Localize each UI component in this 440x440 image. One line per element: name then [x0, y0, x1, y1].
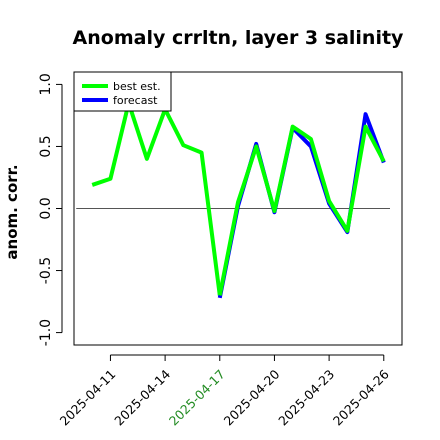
- x-tick-label: 2025-04-23: [275, 367, 337, 429]
- y-axis: -1.0 -0.5 0.0 0.5 1.0: [38, 73, 63, 346]
- legend-label-best-est: best est.: [113, 80, 161, 93]
- legend-label-forecast: forecast: [113, 94, 158, 107]
- legend-box: [73, 71, 172, 112]
- y-tick-label: -1.0: [38, 319, 54, 346]
- chart-title: Anomaly crrltn, layer 3 salinity: [73, 27, 404, 49]
- y-tick-label: -0.5: [38, 257, 54, 284]
- x-tick-label: 2025-04-14: [111, 366, 173, 428]
- x-tick-label: 2025-04-26: [330, 366, 392, 428]
- y-axis-label: anom. corr.: [3, 164, 21, 259]
- series-line-best-est: [91, 101, 222, 296]
- y-tick-label: 1.0: [38, 73, 54, 95]
- plot-frame: [73, 71, 403, 346]
- legend: best est. forecast: [73, 71, 172, 112]
- series-line-forecast: [217, 112, 386, 299]
- series-line-best-est-overlap: [217, 124, 386, 296]
- x-tick-label: 2025-04-20: [221, 366, 283, 428]
- y-tick-label: 0.5: [38, 135, 54, 157]
- x-tick-label: 2025-04-17: [166, 367, 228, 429]
- y-tick-label: 0.0: [38, 197, 54, 219]
- x-tick-label: 2025-04-11: [57, 367, 119, 429]
- x-axis: 2025-04-112025-04-142025-04-172025-04-20…: [57, 354, 392, 429]
- series-layer: [91, 101, 386, 299]
